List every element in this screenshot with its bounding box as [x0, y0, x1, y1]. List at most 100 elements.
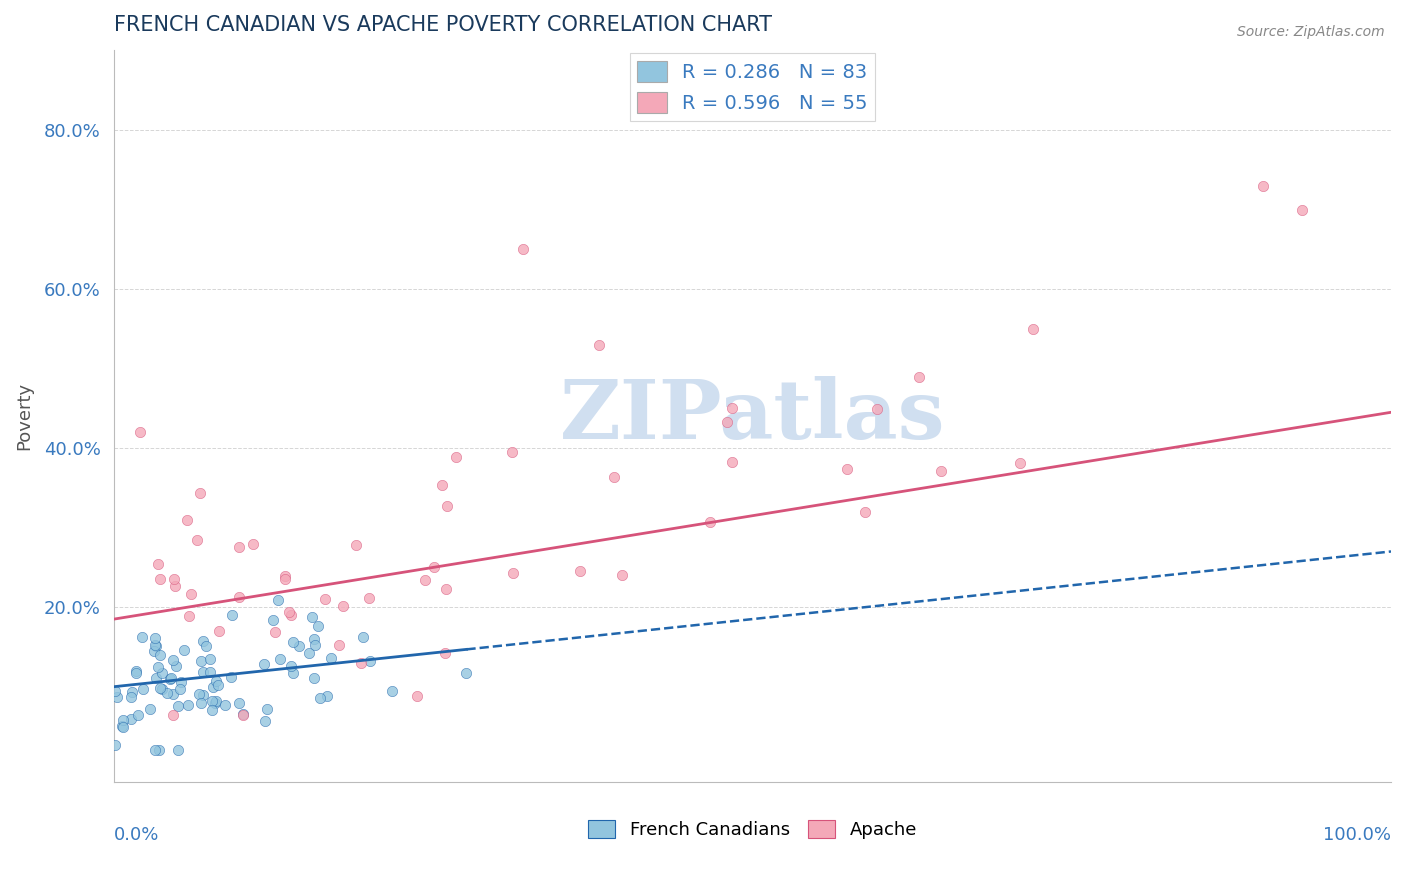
Point: [349, 656, 371, 670]
Point: [512, 242, 534, 256]
Point: [446, 450, 468, 465]
Point: [720, 401, 742, 415]
Point: [328, 638, 350, 652]
Text: Source: ZipAtlas.com: Source: ZipAtlas.com: [1237, 25, 1385, 39]
Point: [456, 665, 478, 680]
Point: [304, 671, 326, 685]
Point: [173, 642, 195, 657]
Point: [308, 690, 330, 705]
Point: [146, 660, 169, 674]
Point: [167, 699, 190, 714]
Point: [304, 638, 326, 652]
Point: [1291, 202, 1313, 217]
Point: [150, 665, 173, 680]
Point: [280, 607, 302, 622]
Point: [121, 685, 143, 699]
Point: [177, 608, 200, 623]
Point: [298, 646, 321, 660]
Point: [128, 425, 150, 440]
Point: [145, 671, 167, 685]
Point: [264, 625, 287, 640]
Point: [148, 743, 170, 757]
Point: [131, 630, 153, 644]
Point: [269, 652, 291, 666]
Point: [145, 638, 167, 652]
Point: [186, 533, 208, 547]
Point: [278, 605, 301, 619]
Point: [288, 640, 311, 654]
Point: [406, 690, 429, 704]
Point: [177, 698, 200, 712]
Point: [198, 665, 221, 679]
Point: [205, 694, 228, 708]
Point: [232, 707, 254, 722]
Point: [1022, 322, 1045, 336]
Text: ZIPatlas: ZIPatlas: [560, 376, 945, 457]
Point: [187, 687, 209, 701]
Point: [105, 690, 128, 705]
Point: [432, 477, 454, 491]
Text: FRENCH CANADIAN VS APACHE POVERTY CORRELATION CHART: FRENCH CANADIAN VS APACHE POVERTY CORREL…: [114, 15, 772, 35]
Point: [162, 687, 184, 701]
Point: [111, 720, 134, 734]
Point: [866, 401, 889, 416]
Point: [908, 369, 931, 384]
Point: [228, 696, 250, 710]
Point: [145, 631, 167, 645]
Point: [170, 675, 193, 690]
Point: [214, 698, 236, 713]
Point: [307, 619, 329, 633]
Point: [274, 569, 297, 583]
Point: [228, 591, 250, 605]
Legend: R = 0.286   N = 83, R = 0.596   N = 55: R = 0.286 N = 83, R = 0.596 N = 55: [630, 53, 876, 120]
Point: [263, 614, 285, 628]
Point: [132, 681, 155, 696]
Point: [1008, 456, 1031, 470]
Point: [163, 572, 186, 586]
Point: [716, 415, 738, 429]
Point: [111, 713, 134, 727]
Point: [315, 689, 337, 703]
Point: [143, 644, 166, 658]
Point: [699, 515, 721, 529]
Point: [193, 688, 215, 702]
Point: [221, 607, 243, 622]
Point: [162, 653, 184, 667]
Point: [281, 665, 304, 680]
Point: [207, 678, 229, 692]
Point: [436, 582, 458, 597]
Point: [501, 444, 523, 458]
Point: [301, 609, 323, 624]
Point: [588, 337, 610, 351]
Point: [569, 564, 592, 578]
Text: 0.0%: 0.0%: [114, 826, 159, 844]
Point: [159, 671, 181, 685]
Point: [266, 593, 288, 607]
Point: [929, 464, 952, 478]
Point: [853, 505, 876, 519]
Y-axis label: Poverty: Poverty: [15, 382, 32, 450]
Point: [190, 696, 212, 710]
Point: [111, 719, 134, 733]
Point: [159, 672, 181, 686]
Point: [359, 654, 381, 668]
Point: [139, 702, 162, 716]
Point: [200, 694, 222, 708]
Point: [436, 499, 458, 513]
Point: [201, 681, 224, 695]
Point: [1253, 178, 1275, 193]
Point: [152, 681, 174, 696]
Point: [191, 665, 214, 680]
Point: [502, 566, 524, 580]
Point: [253, 657, 276, 671]
Point: [256, 702, 278, 716]
Point: [194, 639, 217, 653]
Point: [176, 513, 198, 527]
Point: [380, 683, 402, 698]
Point: [180, 587, 202, 601]
Point: [321, 651, 343, 665]
Point: [145, 639, 167, 653]
Point: [314, 591, 336, 606]
Point: [352, 630, 374, 644]
Point: [344, 538, 367, 552]
